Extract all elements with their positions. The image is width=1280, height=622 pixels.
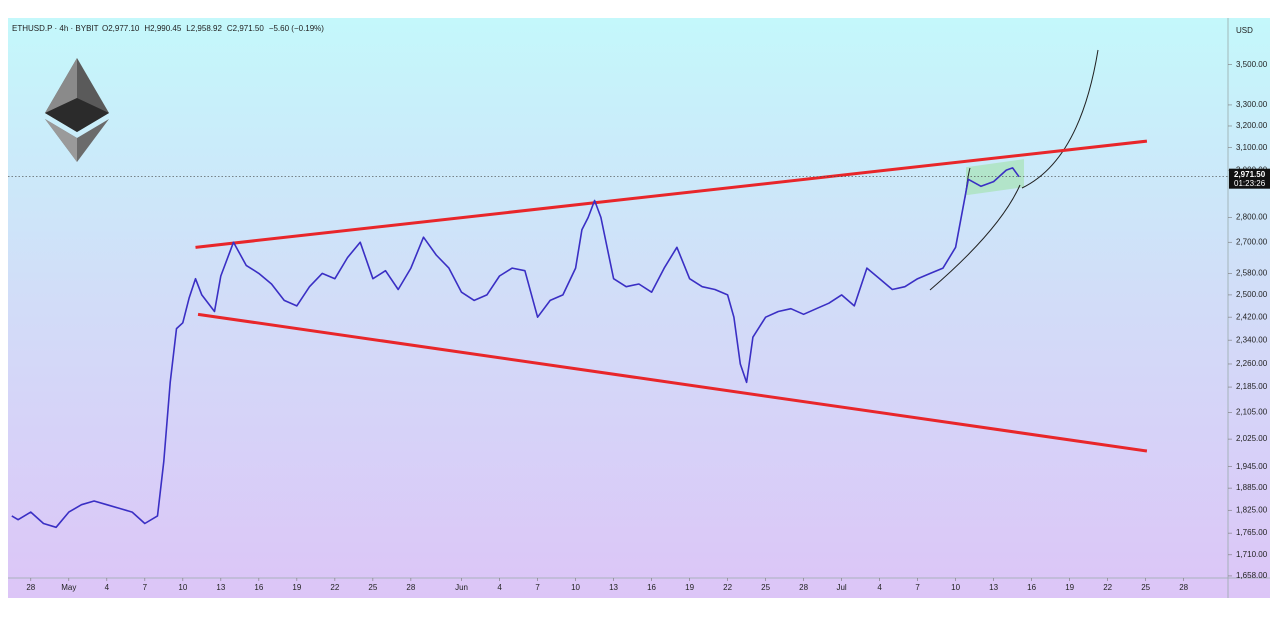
x-tick-label: 13: [216, 583, 225, 592]
ohlc-value: −5.60 (−0.19%): [269, 24, 324, 33]
countdown: 01:23:26: [1234, 179, 1266, 188]
y-tick-label: 2,185.00: [1236, 382, 1268, 391]
ohlc-value: O2,977.10: [102, 24, 140, 33]
ohlc-legend: O2,977.10 H2,990.45 L2,958.92 C2,971.50 −5.6…: [102, 24, 324, 33]
x-tick-label: 4: [105, 583, 110, 592]
eth-logo: [45, 58, 109, 162]
x-tick-label: 28: [799, 583, 808, 592]
y-tick-label: 2,580.00: [1236, 268, 1268, 277]
y-tick-label: 3,200.00: [1236, 121, 1268, 130]
ohlc-value: L2,958.92: [186, 24, 222, 33]
currency-label: USD: [1236, 26, 1253, 35]
x-tick-label: 13: [989, 583, 998, 592]
x-tick-label: 25: [368, 583, 377, 592]
x-tick-label: 7: [143, 583, 148, 592]
x-tick-label: May: [61, 583, 76, 592]
x-tick-label: 22: [723, 583, 732, 592]
y-tick-label: 1,825.00: [1236, 505, 1268, 514]
y-tick-label: 1,765.00: [1236, 528, 1268, 537]
x-tick-label: 28: [26, 583, 35, 592]
x-tick-label: 25: [1141, 583, 1150, 592]
chart-background: [8, 18, 1270, 598]
x-tick-label: 28: [1179, 583, 1188, 592]
y-tick-label: 2,700.00: [1236, 237, 1268, 246]
y-tick-label: 2,420.00: [1236, 312, 1268, 321]
y-tick-label: 1,710.00: [1236, 550, 1268, 559]
y-tick-label: 3,500.00: [1236, 60, 1268, 69]
trendline: [195, 139, 1148, 249]
y-tick-label: 3,100.00: [1236, 143, 1268, 152]
x-tick-label: 4: [497, 583, 502, 592]
last-price-box: [1229, 168, 1270, 189]
x-tick-label: 22: [330, 583, 339, 592]
y-tick-label: 2,260.00: [1236, 359, 1268, 368]
y-tick-label: 2,500.00: [1236, 290, 1268, 299]
last-price-label: 2,971.50: [1234, 170, 1266, 179]
x-tick-label: 7: [535, 583, 540, 592]
x-tick-label: 10: [178, 583, 187, 592]
x-tick-label: 19: [292, 583, 301, 592]
symbol-title: ETHUSD.P · 4h · BYBIT: [12, 24, 99, 33]
x-tick-label: 16: [1027, 583, 1036, 592]
y-tick-label: 1,885.00: [1236, 483, 1268, 492]
ohlc-value: C2,971.50: [227, 24, 264, 33]
x-tick-label: 28: [406, 583, 415, 592]
projection-curve: [929, 49, 1099, 291]
x-tick-label: 22: [1103, 583, 1112, 592]
x-tick-label: 13: [609, 583, 618, 592]
x-tick-label: 19: [1065, 583, 1074, 592]
trendline: [197, 312, 1148, 453]
x-tick-label: Jun: [455, 583, 468, 592]
y-tick-label: 2,340.00: [1236, 335, 1268, 344]
y-tick-label: 3,300.00: [1236, 100, 1268, 109]
y-tick-label: 2,800.00: [1236, 212, 1268, 221]
x-tick-label: 4: [877, 583, 882, 592]
price-line: [11, 167, 1020, 529]
x-tick-label: 16: [254, 583, 263, 592]
y-tick-label: 1,945.00: [1236, 462, 1268, 471]
x-tick-label: 19: [685, 583, 694, 592]
x-tick-label: Jul: [836, 583, 846, 592]
x-tick-label: 25: [761, 583, 770, 592]
ohlc-value: H2,990.45: [144, 24, 181, 33]
x-tick-label: 10: [571, 583, 580, 592]
y-tick-label: 2,025.00: [1236, 434, 1268, 443]
x-tick-label: 10: [951, 583, 960, 592]
x-tick-label: 7: [915, 583, 920, 592]
y-tick-label: 1,658.00: [1236, 571, 1268, 580]
x-tick-label: 16: [647, 583, 656, 592]
y-tick-label: 2,105.00: [1236, 408, 1268, 417]
